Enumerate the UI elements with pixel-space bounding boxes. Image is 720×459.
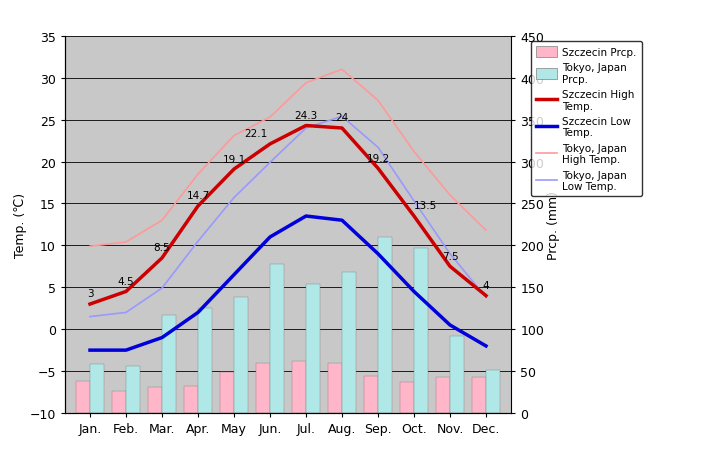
Legend: Szczecin Prcp., Tokyo, Japan
Prcp., Szczecin High
Temp., Szczecin Low
Temp., Tok: Szczecin Prcp., Tokyo, Japan Prcp., Szcz… bbox=[531, 42, 642, 197]
Text: 4: 4 bbox=[482, 280, 490, 291]
Bar bbox=[198, 308, 212, 413]
Y-axis label: Temp. (℃): Temp. (℃) bbox=[14, 192, 27, 257]
Bar bbox=[414, 248, 428, 413]
Bar bbox=[112, 392, 126, 413]
Bar bbox=[328, 363, 342, 413]
Bar bbox=[472, 377, 486, 413]
Text: 19.1: 19.1 bbox=[222, 154, 246, 164]
Text: 4.5: 4.5 bbox=[117, 276, 135, 286]
Bar bbox=[292, 361, 306, 413]
Text: 19.2: 19.2 bbox=[366, 153, 390, 163]
Bar bbox=[76, 381, 90, 413]
Bar bbox=[148, 387, 162, 413]
Text: 22.1: 22.1 bbox=[245, 129, 268, 139]
Bar bbox=[256, 363, 270, 413]
Text: 3: 3 bbox=[86, 289, 94, 299]
Bar bbox=[364, 376, 378, 413]
Bar bbox=[450, 336, 464, 413]
Text: 13.5: 13.5 bbox=[413, 201, 437, 211]
Bar bbox=[220, 372, 234, 413]
Text: 8.5: 8.5 bbox=[153, 243, 171, 253]
Text: 7.5: 7.5 bbox=[441, 251, 459, 261]
Bar bbox=[90, 364, 104, 413]
Bar bbox=[126, 366, 140, 413]
Bar bbox=[486, 370, 500, 413]
Bar bbox=[234, 298, 248, 413]
Bar bbox=[436, 377, 450, 413]
Text: 14.7: 14.7 bbox=[186, 191, 210, 201]
Bar bbox=[400, 382, 414, 413]
Bar bbox=[378, 237, 392, 413]
Bar bbox=[306, 284, 320, 413]
Text: 24: 24 bbox=[336, 113, 348, 123]
Bar bbox=[270, 264, 284, 413]
Bar bbox=[184, 386, 198, 413]
Bar bbox=[162, 315, 176, 413]
Bar bbox=[342, 273, 356, 413]
Text: 24.3: 24.3 bbox=[294, 111, 318, 121]
Y-axis label: Prcp. (mm): Prcp. (mm) bbox=[547, 190, 560, 259]
